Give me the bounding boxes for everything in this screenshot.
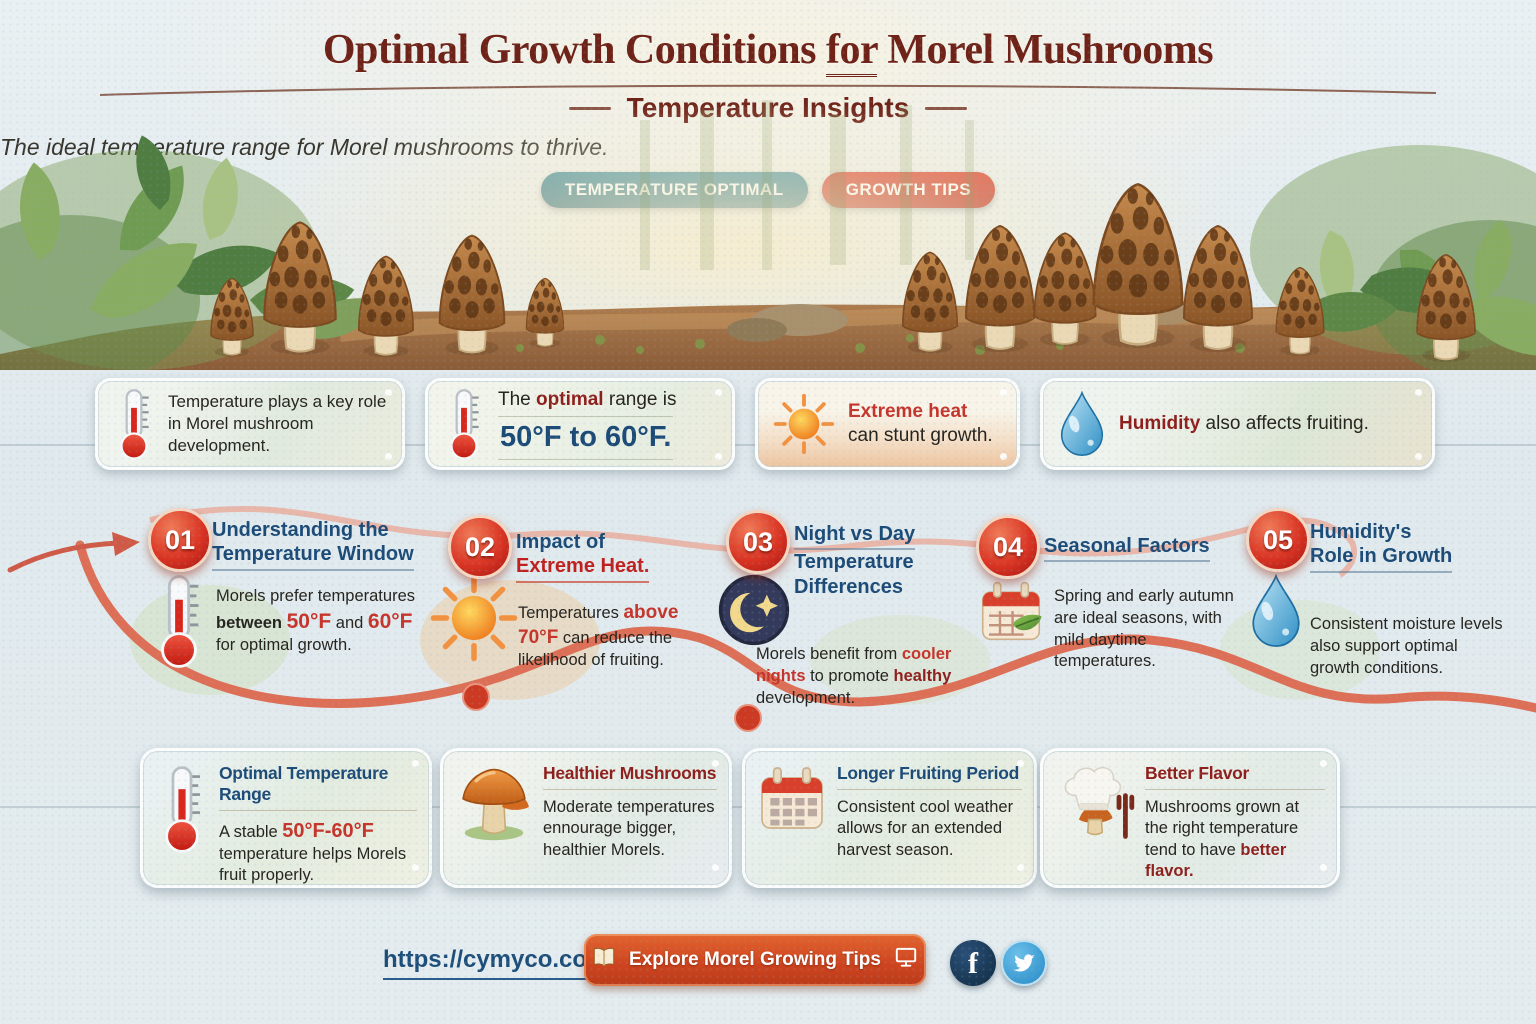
info-card-humidity: Humidity also affects fruiting. <box>1040 378 1435 470</box>
step-5-title: Humidity's Role in Growth <box>1310 520 1485 573</box>
step-3-title: Night vs Day Temperature Differences <box>794 523 916 598</box>
thermometer-icon <box>155 763 209 855</box>
website-link[interactable]: https://cymyco.com <box>383 946 609 980</box>
info-card-text: The optimal range is 50°F to 60°F. <box>498 388 676 460</box>
sun-icon <box>772 392 836 456</box>
info-card-temperature-role: Temperature plays a key role in Morel mu… <box>95 378 405 470</box>
info-card-text: Extreme heat can stunt growth. <box>848 400 993 446</box>
twitter-icon[interactable] <box>1001 940 1047 986</box>
temperature-range-value: 50°F to 60°F. <box>498 415 674 460</box>
calendar-icon <box>757 763 827 833</box>
step-4-number: 04 <box>976 515 1040 579</box>
thermometer-icon <box>442 386 486 462</box>
benefit-card-better-flavor: Better Flavor Mushrooms grown at the rig… <box>1040 748 1340 888</box>
step-5-number: 05 <box>1246 508 1310 572</box>
info-card-text: Humidity also affects fruiting. <box>1119 412 1369 434</box>
chef-hat-icon <box>1055 763 1135 841</box>
monitor-icon <box>893 944 919 976</box>
droplet-icon <box>1248 574 1304 653</box>
dash-right <box>925 106 968 110</box>
step-3-body: Morels benefit from cooler nights to pro… <box>756 645 952 707</box>
explore-tips-button[interactable]: Explore Morel Growing Tips <box>584 934 926 986</box>
benefit-card-text: Mushrooms grown at the right temperature… <box>1145 798 1300 881</box>
step-1-title: Understanding the Temperature Window <box>212 518 417 571</box>
info-card-optimal-range: The optimal range is 50°F to 60°F. <box>425 378 735 470</box>
step-3-number: 03 <box>726 510 790 574</box>
cta-label: Explore Morel Growing Tips <box>629 949 881 970</box>
thermometer-icon <box>112 386 156 462</box>
benefit-card-heading: Healthier Mushrooms <box>543 763 717 790</box>
droplet-icon <box>1057 391 1107 457</box>
benefit-card-text: Consistent cool weather allows for an ex… <box>837 798 1014 859</box>
step-4-title: Seasonal Factors <box>1044 534 1254 563</box>
moon-icon <box>718 574 790 651</box>
timeline-ribbon <box>7 505 1536 732</box>
info-card-extreme-heat: Extreme heat can stunt growth. <box>755 378 1020 470</box>
book-icon <box>591 944 617 976</box>
mushroom-icon <box>455 763 533 841</box>
morel-forest-illustration <box>0 100 1536 370</box>
benefit-card-heading: Better Flavor <box>1145 763 1325 790</box>
page-title: Optimal Growth Conditions for Morel Mush… <box>0 26 1536 77</box>
info-card-text: Temperature plays a key role in Morel mu… <box>168 392 387 455</box>
step-2-number: 02 <box>448 515 512 579</box>
benefit-card-longer-fruiting: Longer Fruiting Period Consistent cool w… <box>742 748 1037 888</box>
title-divider <box>100 84 1436 96</box>
benefit-card-healthier-mushrooms: Healthier Mushrooms Moderate temperature… <box>440 748 732 888</box>
thermometer-icon <box>150 572 208 675</box>
benefit-card-heading: Optimal Temperature Range <box>219 763 417 811</box>
step-1-body: Morels prefer temperatures between 50°F … <box>216 587 415 655</box>
step-2-title: Impact of Extreme Heat. <box>516 530 696 583</box>
calendar-leaf-icon <box>978 578 1044 649</box>
benefit-card-text: A stable 50°F-60°F temperature helps Mor… <box>219 820 407 885</box>
facebook-icon[interactable]: f <box>950 940 996 986</box>
step-5-body: Consistent moisture levels also support … <box>1310 615 1503 677</box>
step-2-body: Temperatures above 70°F can reduce the l… <box>518 602 679 670</box>
benefit-card-optimal-range: Optimal Temperature Range A stable 50°F-… <box>140 748 432 888</box>
step-4-body: Spring and early autumn are ideal season… <box>1054 587 1234 671</box>
header: Optimal Growth Conditions for Morel Mush… <box>0 0 1536 77</box>
benefit-card-heading: Longer Fruiting Period <box>837 763 1022 790</box>
step-1-number: 01 <box>148 508 212 572</box>
title-for-underline: for <box>826 27 878 77</box>
benefit-card-text: Moderate temperatures ennourage bigger, … <box>543 798 715 859</box>
sun-icon <box>428 572 520 669</box>
